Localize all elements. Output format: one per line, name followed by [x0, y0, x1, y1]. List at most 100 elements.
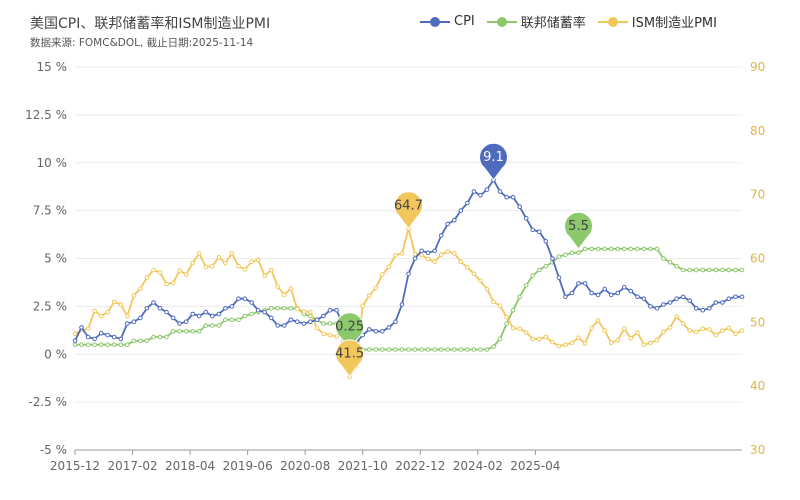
data-point-cpi — [92, 336, 97, 342]
data-point-cpi — [504, 194, 509, 200]
annotation-pin-pmi — [335, 339, 365, 378]
data-point-pmi — [550, 339, 555, 345]
legend-swatch-pmi — [597, 16, 628, 27]
data-point-rate — [223, 317, 228, 323]
data-point-rate — [105, 342, 110, 348]
data-point-cpi — [118, 336, 124, 342]
data-point-cpi — [556, 275, 562, 280]
data-point-pmi — [543, 334, 549, 340]
annotation-pin-rate — [564, 211, 594, 250]
data-point-rate — [471, 347, 477, 352]
data-point-cpi — [432, 248, 438, 254]
x-tick-label: 2021-10 — [338, 459, 388, 473]
data-point-pmi — [622, 326, 627, 332]
legend-swatch-cpi — [420, 16, 450, 27]
data-point-rate — [386, 347, 392, 352]
data-point-rate — [576, 250, 581, 256]
x-tick-label: 2017-02 — [107, 459, 157, 473]
data-point-cpi — [550, 256, 555, 261]
data-point-rate — [399, 347, 405, 352]
data-point-rate — [700, 267, 706, 273]
data-point-cpi — [589, 290, 594, 296]
data-point-cpi — [125, 321, 130, 326]
data-point-rate — [582, 246, 588, 252]
data-point-pmi — [700, 326, 706, 332]
data-point-rate — [484, 347, 490, 352]
data-point-cpi — [693, 306, 699, 311]
data-point-cpi — [236, 296, 241, 302]
data-point-rate — [138, 338, 143, 344]
annotation-label-rate: 0.25 — [335, 319, 364, 334]
data-point-cpi — [452, 217, 457, 223]
data-point-rate — [242, 313, 248, 319]
data-point-rate — [726, 267, 732, 273]
data-point-rate — [393, 347, 398, 352]
data-point-cpi — [216, 311, 222, 317]
x-tick-label: 2015-12 — [50, 459, 100, 473]
data-point-pmi — [713, 332, 719, 338]
data-point-pmi — [196, 251, 202, 256]
data-point-pmi — [720, 328, 725, 333]
data-point-cpi — [334, 307, 339, 313]
data-point-rate — [465, 347, 470, 352]
data-point-cpi — [157, 306, 163, 311]
data-point-pmi — [105, 309, 110, 315]
data-point-cpi — [700, 307, 706, 313]
legend-item-pmi[interactable]: ISM制造业PMI — [597, 12, 717, 31]
data-point-pmi — [478, 278, 483, 284]
data-point-rate — [556, 254, 562, 259]
data-point-rate — [537, 267, 542, 273]
data-point-rate — [125, 342, 130, 348]
data-point-pmi — [223, 260, 228, 266]
legend-item-rate[interactable]: 联邦储蓄率 — [486, 12, 586, 31]
data-point-cpi — [654, 306, 660, 311]
y-right-tick-label: 70 — [750, 188, 765, 202]
data-point-rate — [151, 334, 156, 340]
data-point-pmi — [471, 271, 477, 277]
x-tick-label: 2018-04 — [165, 459, 215, 473]
legend-swatch-rate — [486, 16, 517, 27]
legend-label-pmi: ISM制造业PMI — [631, 16, 717, 31]
data-point-cpi — [255, 307, 261, 313]
data-point-rate — [229, 317, 235, 323]
data-point-cpi — [707, 306, 712, 311]
data-point-pmi — [216, 254, 222, 260]
y-left-tick-label: -5 % — [40, 443, 67, 457]
data-point-cpi — [203, 309, 209, 315]
data-point-rate — [674, 263, 679, 269]
data-point-pmi — [399, 251, 405, 256]
data-point-rate — [510, 307, 516, 313]
data-point-cpi — [308, 319, 313, 325]
data-point-cpi — [288, 317, 294, 323]
data-point-cpi — [275, 323, 281, 328]
data-point-pmi — [334, 334, 339, 339]
data-point-cpi — [85, 334, 91, 340]
data-point-pmi — [229, 251, 235, 256]
data-point-pmi — [85, 326, 91, 332]
data-point-pmi — [170, 280, 176, 286]
data-point-pmi — [183, 272, 189, 277]
data-point-rate — [321, 321, 326, 326]
data-point-pmi — [210, 263, 215, 269]
data-point-rate — [654, 246, 660, 252]
y-right-tick-label: 60 — [750, 252, 765, 266]
data-point-pmi — [563, 342, 568, 348]
x-tick-label: 2024-02 — [453, 459, 503, 473]
data-point-cpi — [399, 302, 405, 307]
data-point-cpi — [595, 292, 601, 298]
data-point-rate — [164, 334, 169, 340]
data-point-pmi — [504, 314, 509, 320]
data-point-cpi — [739, 294, 745, 300]
data-point-cpi — [635, 294, 640, 300]
data-point-rate — [412, 347, 418, 352]
data-point-rate — [563, 252, 568, 257]
data-point-pmi — [635, 330, 640, 335]
annotation-label-rate: 5.5 — [568, 219, 589, 234]
data-point-pmi — [138, 286, 143, 291]
data-point-cpi — [680, 294, 686, 300]
data-point-pmi — [661, 329, 666, 335]
data-point-pmi — [465, 265, 470, 270]
data-point-pmi — [412, 251, 418, 257]
legend-item-cpi[interactable]: CPI — [420, 12, 475, 31]
